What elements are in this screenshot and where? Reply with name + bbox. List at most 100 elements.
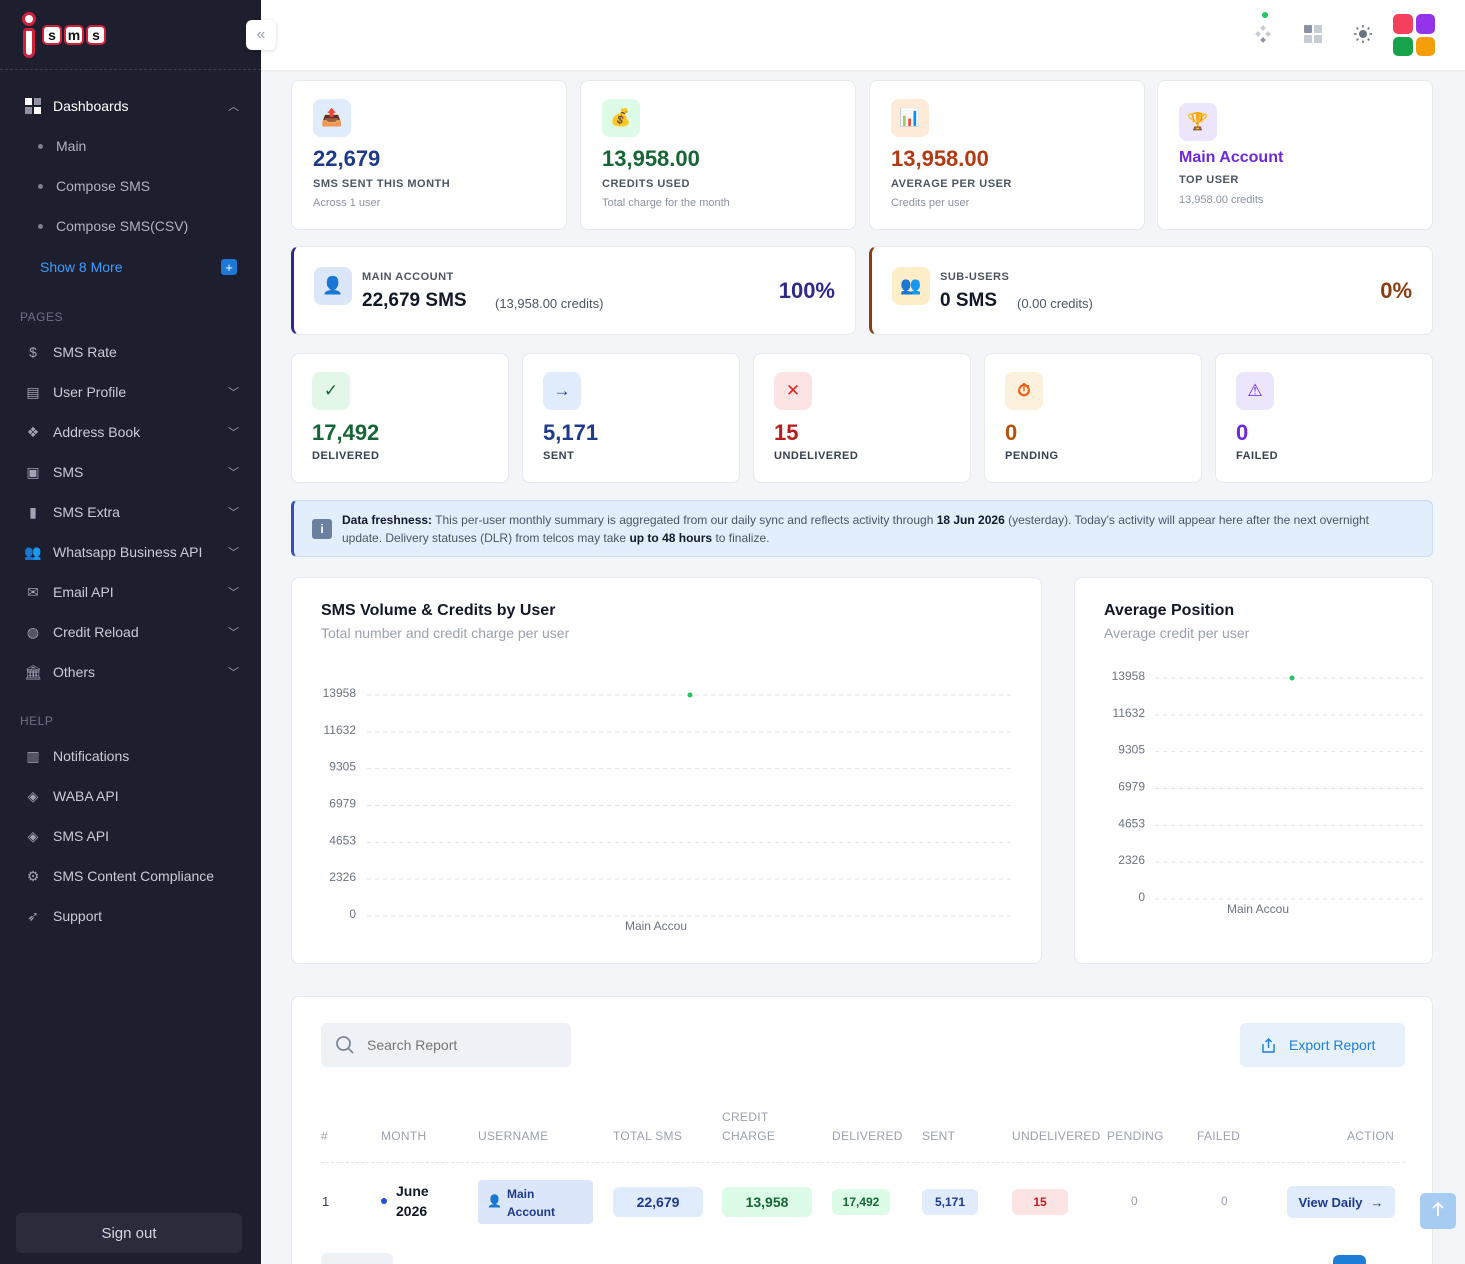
row-credit-charge: 13,958 [722,1187,812,1217]
section-heading-help: HELP [20,714,54,728]
sidebar-item-address-book[interactable]: ❖ Address Book ﹀ [0,412,261,452]
online-indicator [1262,12,1268,18]
status-failed-icon: ⚠ [1236,372,1274,410]
sidebar-item-sms-extra[interactable]: ▮ SMS Extra ﹀ [0,492,261,532]
logo-letter: s [86,25,106,45]
show-more-link[interactable]: Show 8 More + [0,246,261,288]
row-month: June 2026 [396,1183,429,1219]
sidebar-item-label: SMS Content Compliance [53,868,215,884]
report-card: Export Report # MONTH USERNAME TOTAL SMS CRE… [291,996,1433,1264]
gear-icon: ⚙ [26,867,40,884]
sidebar-item-sms-rate[interactable]: $ SMS Rate [0,332,261,372]
bullet-icon [38,223,43,229]
collapse-sidebar-button[interactable]: « [246,20,276,50]
stat-value: 13,958.00 [891,146,989,171]
table-row: 1 June 2026 👤 Main Account 22,679 13,958 17,49… [292,1177,1434,1227]
theme-sun-icon[interactable] [1351,22,1375,46]
sidebar-subitem-compose-sms-csv[interactable]: Compose SMS(CSV) [0,206,261,246]
layout-grid-icon[interactable] [1301,22,1325,46]
sidebar-item-label: Notifications [53,748,130,764]
sidebar-item-dashboards[interactable]: Dashboards ︿ [0,86,261,126]
sign-out-button[interactable]: Sign out [16,1213,242,1253]
chevron-down-icon: ﹀ [228,507,239,519]
sidebar-item-user-profile[interactable]: ▤ User Profile ﹀ [0,372,261,412]
chart-subtitle: Total number and credit charge per user [321,625,570,641]
column-header[interactable]: PENDING [1107,1129,1164,1143]
account-sms-count: 22,679 SMS [362,290,467,311]
notice-text: to finalize. [712,531,770,545]
notifications-icon: ▥ [26,747,40,764]
status-undelivered-icon: ✕ [774,372,812,410]
column-header[interactable]: TOTAL SMS [613,1129,683,1143]
column-header[interactable]: USERNAME [478,1129,549,1143]
sidebar-item-label: Whatsapp Business API [53,544,203,560]
column-header[interactable]: ACTION [1347,1129,1395,1143]
sidebar-item-others[interactable]: 🏛 Others ﹀ [0,652,261,692]
status-sent-icon: → [543,372,581,410]
table-divider [321,1162,1405,1163]
sidebar-subitem-compose-sms[interactable]: Compose SMS [0,166,261,206]
status-value: 5,171 [543,420,599,445]
search-input[interactable] [367,1023,562,1067]
sidebar-item-sms-api[interactable]: ◈ SMS API [0,816,261,856]
chevron-up-icon: ︿ [228,101,239,113]
stat-icon: 🏆 [1179,103,1217,141]
stat-sublabel: Across 1 user [313,197,381,209]
y-tick-label: 6979 [329,797,356,811]
summary-stat-card: 🏆 Main Account TOP USER 13,958.00 credits [1157,80,1433,230]
data-point [687,692,693,698]
account-credits: (13,958.00 credits) [495,296,604,311]
app-switcher-icon[interactable] [1393,14,1435,56]
column-header[interactable]: UNDELIVERED [1012,1129,1101,1143]
sidebar-item-waba-api[interactable]: ◈ WABA API [0,776,261,816]
account-percent: 100% [778,278,835,303]
y-tick-label: 2326 [329,870,356,884]
stat-value: 13,958.00 [602,146,700,171]
y-tick-label: 11632 [1113,706,1146,720]
stat-sublabel: 13,958.00 credits [1179,194,1264,206]
brand-logo[interactable]: s m s [18,10,106,60]
pagination-size-select[interactable] [321,1253,393,1264]
summary-stat-card: 📊 13,958.00 AVERAGE PER USER Credits per us… [869,80,1145,230]
account-icon: 👥 [892,267,930,305]
average-position-chart: 13958 11632 9305 6979 4653 2326 0 Main Accou [1112,669,1423,916]
view-daily-button[interactable]: View Daily → [1287,1186,1395,1218]
pagination-page-button[interactable] [1333,1255,1366,1264]
sidebar-subitem-label: Compose SMS(CSV) [56,218,189,234]
chevron-down-icon: ﹀ [228,387,239,399]
column-header[interactable]: DELIVERED [832,1129,903,1143]
column-header[interactable]: # [321,1129,328,1143]
column-header[interactable]: MONTH [381,1129,427,1143]
sidebar-item-email-api[interactable]: ✉ Email API ﹀ [0,572,261,612]
search-box[interactable] [321,1023,571,1067]
row-delivered: 17,492 [832,1189,890,1215]
export-report-label: Export Report [1289,1037,1376,1053]
sidebar-item-support[interactable]: ➶ Support [0,896,261,936]
sidebar-subitem-label: Main [56,138,87,154]
export-report-button[interactable]: Export Report [1240,1023,1405,1067]
scroll-to-top-button[interactable] [1420,1193,1456,1229]
apps-diamond-icon[interactable] [1251,22,1275,46]
show-more-label: Show 8 More [40,259,123,275]
chart-subtitle: Average credit per user [1104,625,1250,641]
sidebar-item-sms[interactable]: ▣ SMS ﹀ [0,452,261,492]
row-sent: 5,171 [922,1189,978,1215]
row-username-badge: 👤 Main Account [478,1180,593,1224]
sidebar-item-sms-content-compliance[interactable]: ⚙ SMS Content Compliance [0,856,261,896]
column-header[interactable]: FAILED [1197,1129,1241,1143]
column-header[interactable]: CREDIT CHARGE [722,1110,776,1143]
sidebar-item-whatsapp-business-api[interactable]: 👥 Whatsapp Business API ﹀ [0,532,261,572]
address-book-icon: ❖ [26,423,40,440]
sidebar-subitem-label: Compose SMS [56,178,151,194]
y-tick-label: 9305 [329,760,356,774]
status-label: DELIVERED [312,450,380,462]
status-value: 15 [774,420,799,445]
bullet-icon [38,183,43,189]
sidebar-item-label: Email API [53,584,114,600]
sidebar-subitem-main[interactable]: Main [0,126,261,166]
account-percent: 0% [1380,278,1412,303]
stat-icon: 📤 [313,99,351,137]
sidebar-item-notifications[interactable]: ▥ Notifications [0,736,261,776]
sidebar-item-credit-reload[interactable]: ◍ Credit Reload ﹀ [0,612,261,652]
column-header[interactable]: SENT [922,1129,956,1143]
